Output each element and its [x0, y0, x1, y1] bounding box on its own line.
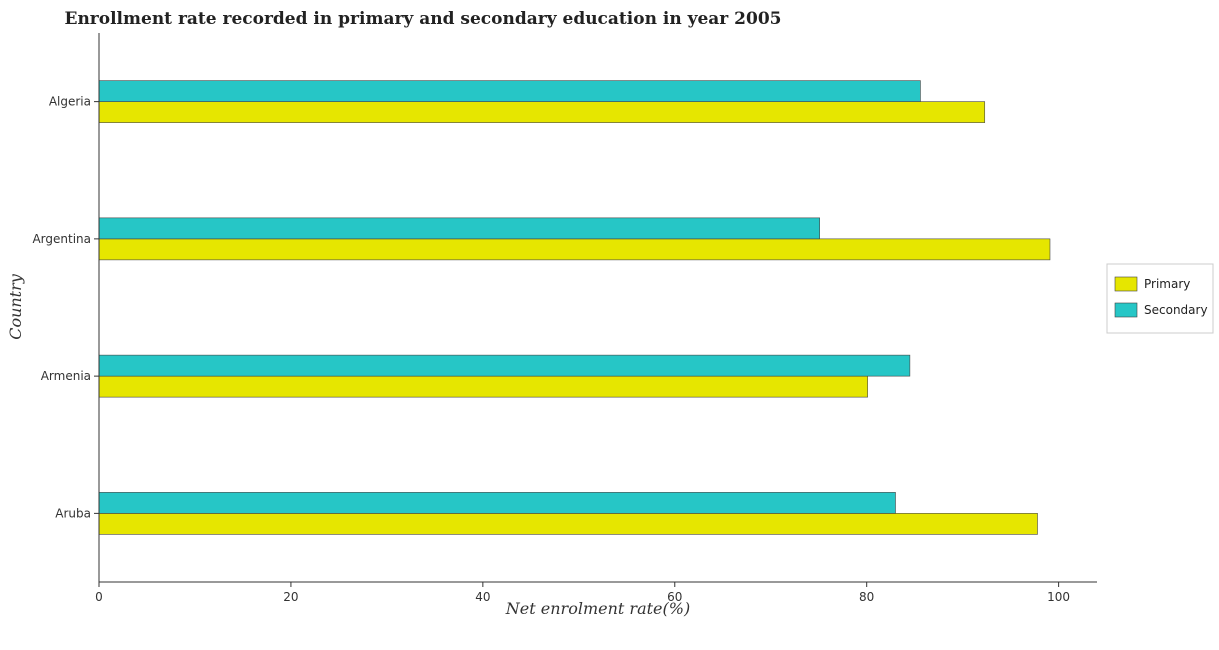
bar-primary-algeria [98, 101, 986, 123]
legend-swatch-secondary [1114, 302, 1138, 318]
x-tick-label: 0 [95, 590, 103, 604]
bar-secondary-algeria [98, 80, 921, 102]
x-tick-label: 60 [667, 590, 682, 604]
bar-primary-argentina [98, 238, 1051, 261]
chart-title: Enrollment rate recorded in primary and … [64, 9, 781, 29]
bar-secondary-aruba [98, 492, 896, 514]
x-axis-label: Net enrolment rate(%) [505, 599, 690, 618]
bar-primary-aruba [98, 513, 1038, 535]
legend-swatch-primary [1114, 276, 1138, 292]
bar-secondary-argentina [98, 217, 820, 240]
legend-label-primary: Primary [1144, 277, 1190, 291]
x-ticks-group: 0 20 40 60 80 100 [95, 582, 1070, 604]
legend-frame [1106, 263, 1214, 334]
y-tick-label: Aruba [55, 506, 91, 520]
bar-secondary-armenia [98, 354, 911, 377]
y-tick-label: Argentina [32, 232, 91, 246]
legend-label-secondary: Secondary [1144, 303, 1208, 317]
y-axis-label: Country [6, 273, 25, 340]
legend: Primary Secondary [1106, 263, 1214, 334]
x-tick-label: 20 [283, 590, 298, 604]
x-tick-label: 100 [1047, 590, 1070, 604]
x-tick-label: 80 [859, 590, 874, 604]
bar-primary-armenia [98, 375, 868, 398]
x-tick-label: 40 [475, 590, 490, 604]
y-tick-label: Algeria [49, 95, 91, 109]
y-tick-label: Armenia [41, 369, 91, 383]
bars-group [98, 80, 1051, 535]
y-ticks-group: Algeria Argentina Armenia Aruba [32, 95, 99, 520]
